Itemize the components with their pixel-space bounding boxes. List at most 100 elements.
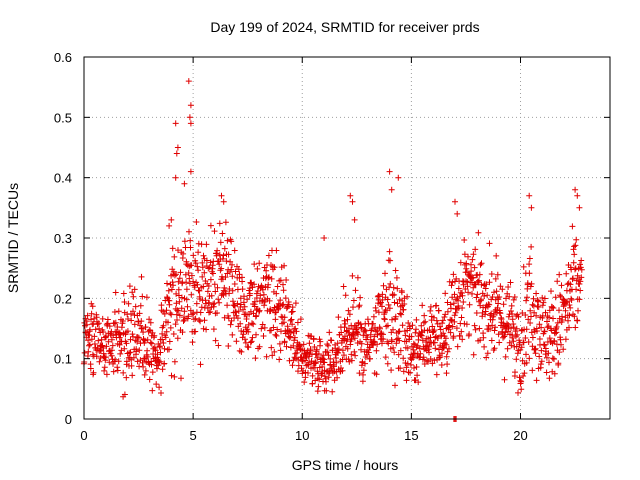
data-point xyxy=(417,350,424,357)
data-point xyxy=(475,229,482,236)
data-point xyxy=(254,288,261,294)
data-point xyxy=(315,383,322,390)
data-point xyxy=(236,347,243,354)
data-point xyxy=(252,355,259,362)
data-point xyxy=(570,275,576,282)
data-point xyxy=(563,299,570,306)
data-point xyxy=(213,252,220,259)
data-point xyxy=(400,368,407,375)
data-point xyxy=(448,282,455,289)
data-point xyxy=(530,302,537,309)
data-point xyxy=(562,307,569,314)
data-point xyxy=(228,238,235,245)
data-point xyxy=(541,295,548,302)
data-point xyxy=(324,349,331,356)
data-point xyxy=(125,300,132,307)
data-point xyxy=(520,263,527,270)
data-point xyxy=(373,347,380,354)
data-point xyxy=(135,334,142,341)
data-point xyxy=(356,370,363,377)
data-point xyxy=(544,318,550,325)
data-point xyxy=(208,292,215,299)
data-point xyxy=(246,285,253,292)
data-point xyxy=(253,295,260,301)
data-point xyxy=(171,253,178,260)
data-point xyxy=(397,365,404,372)
data-point xyxy=(442,335,449,342)
data-point xyxy=(481,293,488,299)
data-point xyxy=(229,331,236,338)
data-point xyxy=(528,243,535,250)
data-point xyxy=(558,341,564,348)
data-point xyxy=(300,341,307,348)
data-point xyxy=(443,353,450,360)
data-point xyxy=(551,356,557,362)
data-point xyxy=(457,259,464,266)
data-point xyxy=(398,311,405,318)
data-point xyxy=(90,369,97,376)
data-point xyxy=(159,366,166,373)
data-point xyxy=(463,278,469,285)
data-point xyxy=(294,319,301,326)
data-point xyxy=(340,283,347,290)
data-point xyxy=(323,387,330,394)
data-point xyxy=(372,328,379,335)
data-point xyxy=(192,328,199,335)
data-point xyxy=(392,382,398,389)
data-point xyxy=(576,281,583,287)
data-point xyxy=(217,239,224,246)
data-point xyxy=(503,295,509,302)
data-point xyxy=(375,309,382,316)
data-point xyxy=(222,219,229,226)
data-point xyxy=(241,303,248,310)
data-point xyxy=(231,302,238,309)
data-point xyxy=(386,305,393,312)
data-point xyxy=(450,333,457,340)
data-point xyxy=(426,349,432,356)
data-point xyxy=(575,307,581,314)
data-point xyxy=(508,308,514,314)
data-point xyxy=(492,275,499,282)
data-point xyxy=(409,354,416,361)
data-point xyxy=(313,346,320,353)
data-point xyxy=(440,345,446,352)
data-point xyxy=(232,268,239,275)
data-point xyxy=(239,274,245,281)
data-point xyxy=(175,286,182,293)
data-point xyxy=(501,376,508,383)
data-point xyxy=(368,326,375,332)
data-point xyxy=(124,328,131,335)
data-point xyxy=(289,321,296,328)
data-point xyxy=(349,198,356,205)
data-point xyxy=(95,320,102,327)
data-point xyxy=(442,290,449,297)
data-point xyxy=(546,307,553,314)
data-point xyxy=(108,352,115,359)
data-point xyxy=(394,300,401,307)
data-point xyxy=(206,309,212,316)
data-point xyxy=(319,355,326,362)
data-point xyxy=(214,247,221,254)
data-point xyxy=(201,317,208,324)
data-point xyxy=(106,323,113,330)
data-point xyxy=(349,331,356,338)
data-point xyxy=(456,293,463,300)
data-point xyxy=(341,317,348,324)
data-point xyxy=(194,281,201,288)
data-point xyxy=(109,342,116,349)
data-point xyxy=(419,302,426,309)
data-point xyxy=(498,316,505,323)
data-point xyxy=(277,277,284,284)
data-point xyxy=(326,329,333,336)
data-point xyxy=(279,302,286,309)
data-point xyxy=(136,347,143,354)
x-tick-label: 15 xyxy=(404,428,418,443)
data-point xyxy=(291,337,298,344)
data-point xyxy=(110,332,117,339)
data-point xyxy=(140,329,147,336)
data-point xyxy=(283,343,290,350)
data-point xyxy=(449,279,456,286)
data-point xyxy=(537,361,544,368)
data-point xyxy=(355,303,362,310)
data-point xyxy=(577,261,583,268)
